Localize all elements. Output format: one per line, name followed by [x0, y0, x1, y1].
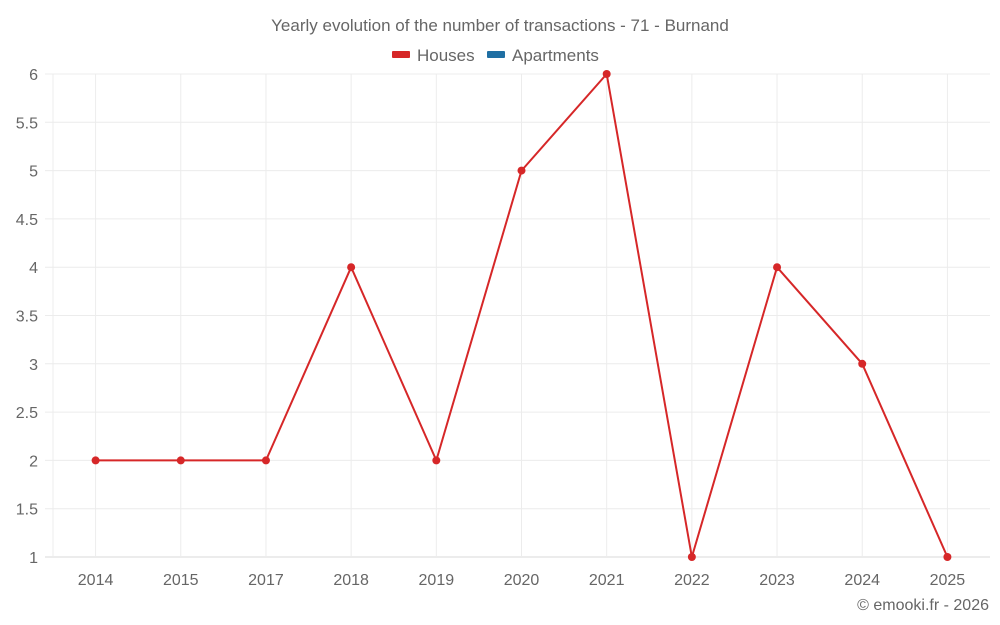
credit-text: © emooki.fr - 2026: [857, 597, 989, 614]
data-point[interactable]: [943, 553, 952, 561]
x-tick-label: 2021: [589, 572, 625, 589]
y-tick-label: 3.5: [16, 309, 38, 326]
data-point[interactable]: [261, 456, 270, 465]
data-point[interactable]: [687, 553, 696, 561]
data-point[interactable]: [91, 456, 100, 465]
x-tick-label: 2024: [844, 572, 880, 589]
y-tick-label: 4.5: [16, 212, 38, 229]
y-tick-label: 3: [29, 357, 38, 374]
x-tick-label: 2018: [333, 572, 369, 589]
x-tick-label: 2023: [759, 572, 795, 589]
data-point[interactable]: [517, 166, 526, 175]
y-axis: 1 1.5 2 2.5 3 3.5 4 4.5 5 5.5 6: [16, 67, 38, 567]
legend-item-houses[interactable]: Houses: [392, 46, 475, 65]
y-tick-label: 6: [29, 67, 38, 84]
legend-label-apartments: Apartments: [512, 46, 599, 65]
data-point[interactable]: [176, 456, 185, 465]
x-axis: 2014 2015 2017 2018 2019 2020 2021 2022 2023 2024…: [78, 572, 966, 589]
series-houses: [91, 70, 952, 561]
data-point[interactable]: [773, 263, 782, 272]
x-tick-label: 2019: [419, 572, 455, 589]
x-tick-label: 2014: [78, 572, 114, 589]
x-tick-label: 2017: [248, 572, 284, 589]
grid-lines: [45, 73, 990, 558]
data-point[interactable]: [602, 70, 611, 78]
x-tick-label: 2015: [163, 572, 199, 589]
x-tick-label: 2022: [674, 572, 710, 589]
legend-item-apartments[interactable]: Apartments: [487, 46, 599, 65]
apartments-swatch: [487, 51, 505, 58]
y-tick-label: 5.5: [16, 115, 38, 132]
y-tick-label: 5: [29, 164, 38, 181]
y-tick-label: 2: [29, 453, 38, 470]
data-point[interactable]: [858, 359, 867, 368]
legend: Houses Apartments: [392, 46, 599, 65]
data-point[interactable]: [432, 456, 441, 465]
data-point[interactable]: [347, 263, 356, 272]
y-tick-label: 1.5: [16, 502, 38, 519]
y-tick-label: 4: [29, 260, 38, 277]
x-tick-label: 2025: [930, 572, 966, 589]
x-tick-label: 2020: [504, 572, 540, 589]
legend-label-houses: Houses: [417, 46, 475, 65]
chart-title: Yearly evolution of the number of transa…: [271, 16, 729, 35]
y-tick-label: 2.5: [16, 405, 38, 422]
y-tick-label: 1: [29, 550, 38, 567]
houses-swatch: [392, 51, 410, 58]
